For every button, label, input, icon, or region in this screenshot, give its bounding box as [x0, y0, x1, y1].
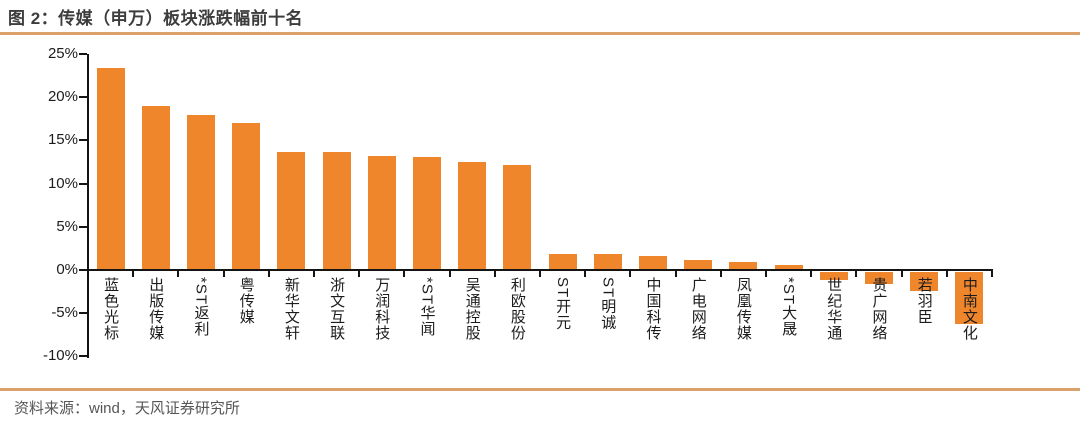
y-tick [79, 96, 87, 99]
y-axis-label: 0% [56, 261, 78, 278]
x-axis-label: 蓝色光标 [102, 277, 120, 341]
x-tick [629, 271, 632, 277]
x-axis-label: 中国科传 [644, 277, 662, 341]
bar [593, 254, 622, 270]
x-tick [855, 271, 858, 277]
x-tick [584, 271, 587, 277]
bar [322, 152, 351, 270]
x-axis-label: *ST返利 [192, 277, 210, 338]
x-axis-label: 凤凰传媒 [734, 277, 752, 341]
x-axis-label: 吴通控股 [463, 277, 481, 341]
y-axis-label: 10% [47, 174, 78, 192]
x-tick [177, 271, 180, 277]
x-tick [87, 271, 89, 277]
x-axis-label: 贵广网络 [870, 277, 888, 341]
x-tick [132, 271, 135, 277]
x-tick [539, 271, 541, 277]
x-axis [87, 269, 993, 271]
x-axis-label: ST明诚 [599, 277, 617, 331]
bar [684, 259, 713, 270]
x-axis-label: *ST大晟 [780, 277, 798, 338]
x-tick [267, 271, 270, 277]
x-tick [358, 271, 361, 277]
x-tick [313, 271, 315, 277]
x-axis-label: 粤传媒 [237, 277, 255, 325]
y-tick [79, 355, 87, 358]
y-axis-label: 15% [47, 131, 78, 149]
bar [141, 105, 170, 270]
x-tick [991, 271, 993, 277]
x-tick [945, 271, 948, 277]
bar [729, 262, 758, 270]
y-axis [87, 54, 89, 359]
bar [232, 123, 261, 270]
y-axis-label: -5% [51, 304, 78, 322]
bar [367, 155, 396, 270]
x-tick [719, 271, 722, 277]
bar [955, 272, 984, 324]
x-tick [493, 271, 496, 277]
x-axis-label: 若羽臣 [915, 277, 933, 325]
x-axis-label: 浙文互联 [328, 277, 346, 341]
x-tick [403, 271, 406, 277]
x-axis-label: 出版传媒 [147, 277, 165, 341]
y-axis-label: 25% [47, 45, 78, 62]
x-axis-label: 世纪华通 [825, 277, 843, 341]
x-tick [674, 271, 677, 277]
x-axis-label: ST开元 [554, 277, 572, 331]
figure-title: 图 2：传媒（申万）板块涨跌幅前十名 [8, 9, 304, 28]
y-tick [79, 139, 87, 142]
y-tick [79, 182, 87, 185]
y-axis-label: -10% [42, 347, 78, 365]
bar [639, 256, 667, 270]
bar [503, 164, 532, 270]
y-axis-label: 5% [56, 217, 78, 235]
x-tick [222, 271, 225, 277]
bar [458, 162, 487, 270]
source-note: 资料来源：wind，天风证券研究所 [14, 400, 240, 417]
bar [774, 264, 803, 270]
x-axis-label: 中南文化 [960, 277, 978, 341]
bar [548, 253, 577, 270]
bar [277, 151, 306, 270]
footer-divider-line [0, 388, 1080, 391]
y-tick [79, 312, 87, 315]
x-axis-label: 广电网络 [689, 277, 707, 341]
bar [819, 272, 848, 280]
y-tick [79, 225, 87, 228]
y-axis-label: 20% [47, 88, 78, 106]
bar [413, 156, 441, 270]
x-axis-label: 利欧股份 [508, 277, 526, 341]
title-divider-line [0, 32, 1080, 35]
x-axis-label: 新华文轩 [282, 277, 300, 341]
x-tick [810, 271, 813, 277]
bar [865, 272, 893, 285]
x-tick [900, 271, 903, 277]
y-tick [79, 53, 87, 55]
bar [910, 272, 939, 291]
x-tick [765, 271, 767, 277]
bar [96, 67, 125, 270]
y-tick [79, 269, 87, 271]
x-axis-label: 万润科技 [373, 277, 391, 341]
x-axis-label: *ST华闻 [418, 277, 436, 338]
bar [187, 115, 215, 270]
bar-chart: 25% 20% 15% 10% 5% 0% -5% -10% 蓝色光标 出版传媒 *ST返利 粤传媒 新… [42, 45, 993, 365]
x-tick [448, 271, 451, 277]
